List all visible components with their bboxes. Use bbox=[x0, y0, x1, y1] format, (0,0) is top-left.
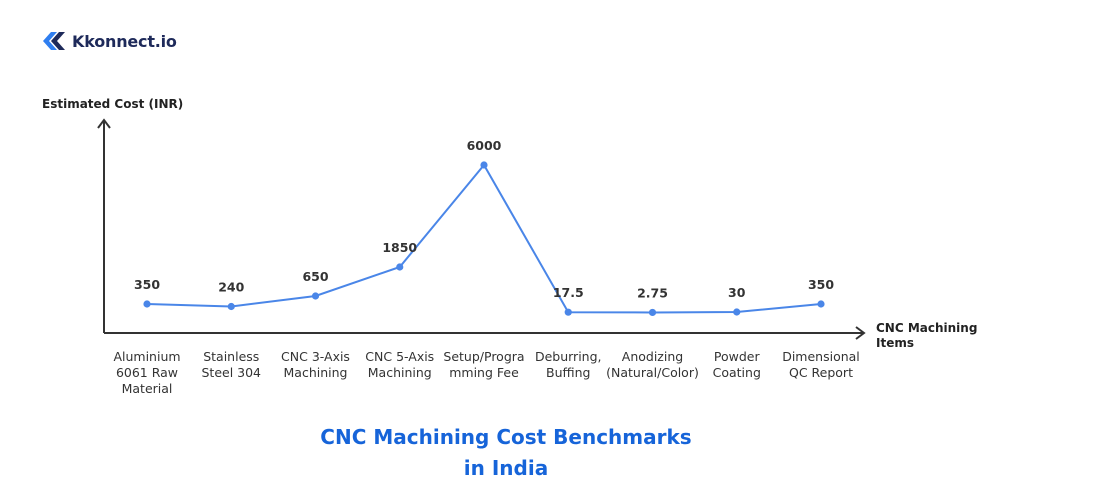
x-tick-label: Anodizing (Natural/Color) bbox=[606, 349, 699, 380]
brand-name: Kkonnect.io bbox=[72, 31, 177, 51]
x-tick-label-line: Stainless bbox=[203, 349, 259, 364]
x-axis-title-line: Items bbox=[876, 336, 914, 350]
x-tick-label-line: Steel 304 bbox=[201, 365, 261, 380]
data-label: 6000 bbox=[467, 138, 502, 153]
x-tick-label: Stainless Steel 304 bbox=[201, 349, 261, 380]
x-tick-label-line: Material bbox=[122, 381, 173, 396]
x-tick-label: Aluminium 6061 Raw Material bbox=[113, 349, 180, 396]
data-label: 650 bbox=[302, 269, 328, 284]
data-point bbox=[227, 302, 235, 311]
data-label: 30 bbox=[728, 285, 746, 300]
y-axis-title: Estimated Cost (INR) bbox=[42, 97, 183, 111]
data-label: 350 bbox=[134, 277, 160, 292]
x-tick-label-line: CNC 5-Axis bbox=[365, 349, 434, 364]
x-tick-label-line: Aluminium bbox=[113, 349, 180, 364]
data-label: 1850 bbox=[382, 240, 417, 255]
x-tick-label-line: (Natural/Color) bbox=[606, 365, 699, 380]
data-point bbox=[480, 161, 488, 169]
x-axis-title-line: CNC Machining bbox=[876, 321, 977, 335]
line-chart: Estimated Cost (INR) CNC Machining Items… bbox=[42, 97, 982, 396]
x-axis-arrow bbox=[855, 326, 866, 340]
data-point bbox=[143, 300, 151, 308]
data-marks: 350 240 650 1850 6000 17.5 2.75 30 350 bbox=[134, 138, 834, 317]
y-axis-arrow bbox=[97, 118, 111, 129]
x-tick-label-line: 6061 Raw bbox=[116, 365, 178, 380]
data-point bbox=[648, 308, 657, 317]
data-point bbox=[733, 308, 741, 316]
x-tick-label-line: Powder bbox=[714, 349, 761, 364]
x-tick-label-line: CNC 3-Axis bbox=[281, 349, 350, 364]
x-axis-title: CNC Machining Items bbox=[876, 321, 982, 350]
x-tick-label: Deburring, Buffing bbox=[535, 349, 602, 380]
data-point bbox=[817, 300, 825, 308]
x-tick-label: CNC 5-Axis Machining bbox=[365, 349, 434, 380]
data-label: 2.75 bbox=[637, 285, 668, 300]
x-tick-labels: Aluminium 6061 Raw Material Stainless Steel … bbox=[113, 349, 859, 396]
chart-title-line2: in India bbox=[463, 456, 549, 480]
data-point bbox=[311, 292, 320, 300]
x-tick-label: Setup/Progra mming Fee bbox=[443, 349, 524, 380]
x-tick-label-line: Machining bbox=[284, 365, 348, 380]
x-tick-label-line: Setup/Progra bbox=[443, 349, 524, 364]
x-tick-label-line: mming Fee bbox=[449, 365, 519, 380]
x-tick-label-line: Deburring, bbox=[535, 349, 602, 364]
x-tick-label: Powder Coating bbox=[713, 349, 761, 380]
series-line bbox=[146, 163, 822, 314]
x-tick-label: Dimensional QC Report bbox=[782, 349, 860, 380]
data-label: 240 bbox=[218, 280, 244, 295]
x-tick-label-line: Buffing bbox=[546, 365, 590, 380]
x-tick-label-line: Machining bbox=[368, 365, 432, 380]
x-tick-label: CNC 3-Axis Machining bbox=[281, 349, 350, 380]
kk-chevron-logo-icon bbox=[43, 32, 65, 50]
x-tick-label-line: QC Report bbox=[789, 365, 853, 380]
x-tick-label-line: Anodizing bbox=[622, 349, 683, 364]
x-tick-label-line: Dimensional bbox=[782, 349, 860, 364]
chart-title: CNC Machining Cost Benchmarks in India bbox=[0, 422, 1012, 484]
brand-logo: Kkonnect.io bbox=[40, 30, 177, 52]
data-label: 17.5 bbox=[553, 285, 584, 300]
x-tick-label-line: Coating bbox=[713, 365, 761, 380]
chart-title-line1: CNC Machining Cost Benchmarks bbox=[320, 425, 692, 449]
data-point bbox=[564, 308, 572, 316]
data-label: 350 bbox=[808, 277, 834, 292]
data-point bbox=[396, 263, 404, 271]
